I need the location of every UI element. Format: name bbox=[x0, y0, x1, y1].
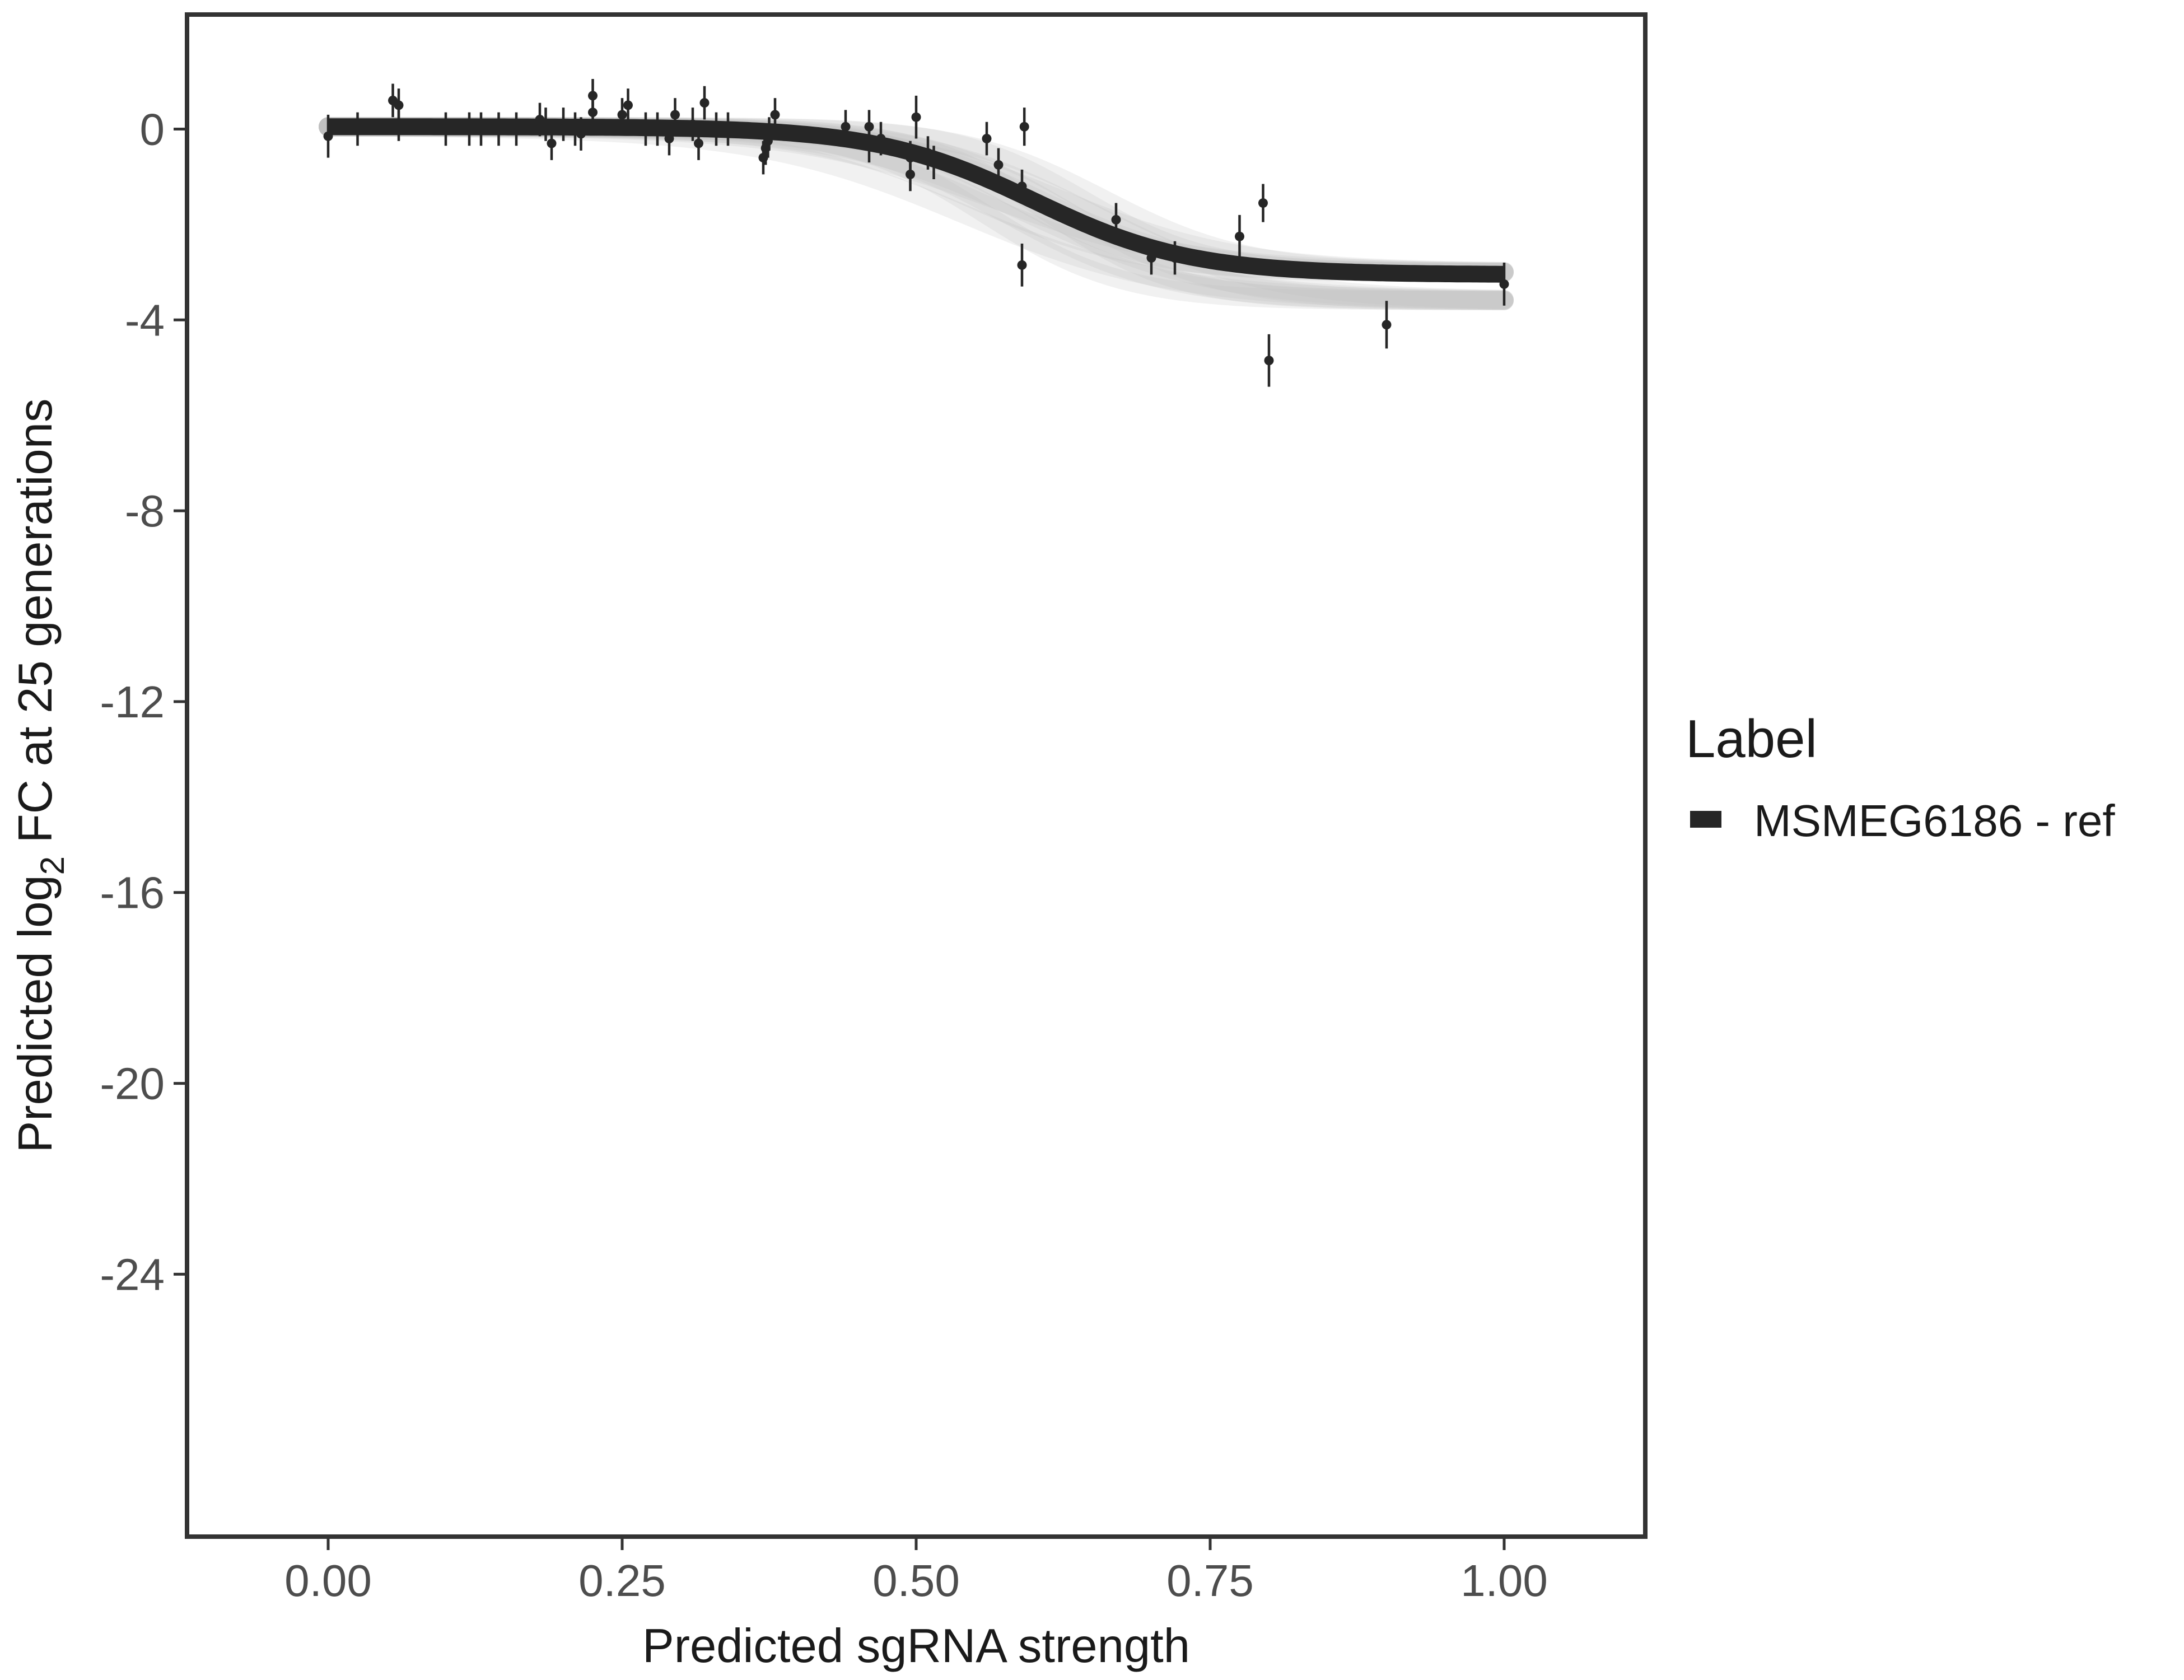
point-marker bbox=[982, 134, 992, 144]
point-marker bbox=[911, 112, 921, 122]
point-marker bbox=[588, 108, 598, 118]
y-tick-label-5: -20 bbox=[100, 1059, 165, 1109]
point-marker bbox=[1235, 231, 1244, 241]
point-marker bbox=[1017, 260, 1027, 270]
legend: Label MSMEG6186 - ref bbox=[1686, 709, 2115, 846]
point-marker bbox=[547, 138, 557, 148]
point-marker bbox=[1382, 320, 1392, 330]
y-tick-label-6: -24 bbox=[100, 1249, 165, 1299]
data-point-46 bbox=[1017, 243, 1027, 287]
y-axis-title-suffix: FC at 25 generations bbox=[9, 399, 62, 856]
data-point-53 bbox=[1264, 334, 1274, 387]
data-point-52 bbox=[1258, 184, 1268, 222]
plot-panel-border bbox=[185, 12, 1648, 1539]
legend-label: MSMEG6186 - ref bbox=[1754, 796, 2115, 846]
point-marker bbox=[770, 110, 780, 120]
point-marker bbox=[841, 122, 851, 132]
point-marker bbox=[617, 110, 627, 120]
data-point-51 bbox=[1235, 214, 1244, 258]
point-marker bbox=[993, 160, 1004, 170]
data-point-19 bbox=[623, 88, 633, 122]
point-marker bbox=[694, 138, 703, 148]
point-marker bbox=[1111, 214, 1121, 225]
fit-curve bbox=[324, 118, 1509, 283]
data-point-43 bbox=[982, 122, 992, 156]
point-marker bbox=[670, 110, 680, 120]
x-axis-title: Predicted sgRNA strength bbox=[642, 1620, 1190, 1673]
x-tick-label-0: 0.00 bbox=[284, 1556, 372, 1606]
y-axis-title-prefix: Predicted log bbox=[9, 875, 62, 1152]
y-tick-label-2: -8 bbox=[125, 486, 165, 536]
x-tick-label-3: 0.75 bbox=[1166, 1556, 1254, 1606]
legend-key bbox=[1690, 811, 1721, 828]
y-axis: 0 -4 -8 -12 -16 -20 -24 bbox=[100, 104, 185, 1299]
y-tick-label-4: -16 bbox=[100, 868, 165, 918]
y-tick-label-1: -4 bbox=[125, 295, 165, 345]
point-marker bbox=[1264, 356, 1274, 366]
y-tick-label-3: -12 bbox=[100, 677, 165, 727]
fit-line bbox=[324, 118, 1509, 283]
x-tick-label-1: 0.25 bbox=[578, 1556, 666, 1606]
y-axis-title: Predicted log2 FC at 25 generations bbox=[9, 399, 71, 1153]
x-tick-label-4: 1.00 bbox=[1460, 1556, 1548, 1606]
data-point-47 bbox=[1019, 108, 1029, 146]
data-point-26 bbox=[699, 86, 710, 120]
legend-title: Label bbox=[1686, 709, 1817, 769]
point-marker bbox=[623, 100, 633, 110]
y-tick-label-0: 0 bbox=[140, 104, 165, 154]
point-marker bbox=[1019, 122, 1029, 132]
data-point-54 bbox=[1382, 301, 1392, 349]
point-marker bbox=[864, 122, 874, 132]
data-point-40 bbox=[911, 95, 921, 139]
y-axis-title-subscript: 2 bbox=[34, 856, 71, 875]
point-marker bbox=[699, 98, 710, 108]
point-marker bbox=[1258, 198, 1268, 208]
x-axis: 0.00 0.25 0.50 0.75 1.00 bbox=[284, 1539, 1548, 1606]
point-marker bbox=[394, 100, 404, 110]
x-tick-label-2: 0.50 bbox=[872, 1556, 960, 1606]
